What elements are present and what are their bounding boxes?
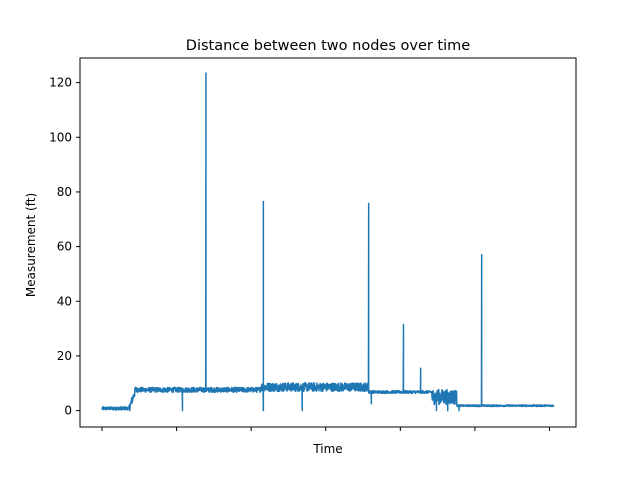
y-tick-label: 80 [57,185,72,199]
x-axis-label: Time [312,442,342,456]
y-tick-label: 20 [57,349,72,363]
y-tick-label: 60 [57,240,72,254]
plot-area [101,72,555,412]
y-tick-label: 0 [64,404,72,418]
y-axis-label: Measurement (ft) [24,193,38,297]
axes: 0 20 40 60 80 100 120 [49,57,577,431]
series-line [101,72,555,412]
axes-frame [79,57,577,428]
y-tick-label: 120 [49,76,72,90]
chart-title: Distance between two nodes over time [186,38,470,54]
y-tick-label: 40 [57,294,72,308]
y-tick-label: 100 [49,130,72,144]
